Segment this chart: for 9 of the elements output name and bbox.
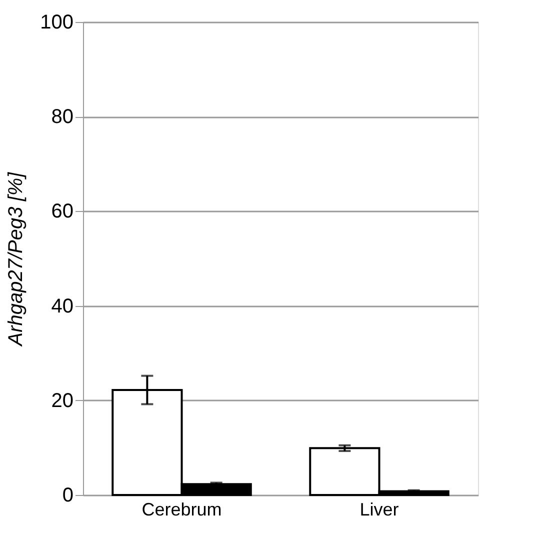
y-axis-title: Arhgap27/Peg3 [%] <box>5 172 28 347</box>
y-tick-label: 20 <box>51 390 74 412</box>
y-tick-label: 100 <box>40 12 74 34</box>
x-tick-label: Cerebrum <box>142 500 222 520</box>
y-tick-label: 0 <box>62 484 74 506</box>
y-tick-label: 80 <box>51 106 74 128</box>
x-tick-label: Liver <box>360 500 399 520</box>
y-tick-label: 60 <box>51 200 74 223</box>
y-tick-label: 40 <box>51 295 74 318</box>
